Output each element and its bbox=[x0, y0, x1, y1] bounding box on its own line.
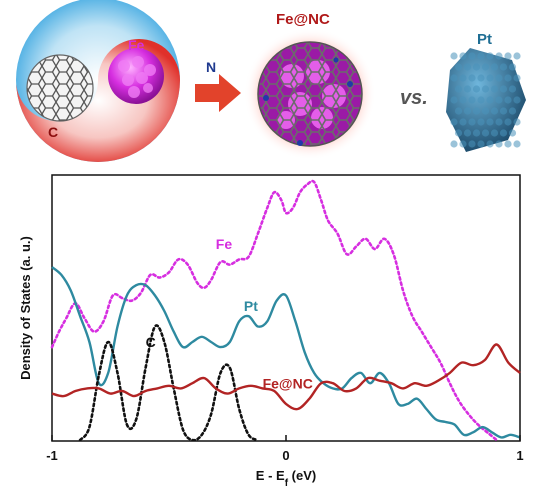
pt-particle: Pt bbox=[446, 31, 526, 152]
fe-nc-particle: Fe@NC bbox=[244, 11, 376, 160]
schematic-illustration: C Fe N Fe@NC vs. Pt bbox=[16, 0, 526, 162]
dos-chart: -1 0 1 Fe Pt C Fe@NC E - Ef (eV) Density of S… bbox=[18, 174, 524, 489]
series-label-fe: Fe bbox=[216, 236, 233, 252]
label-n: N bbox=[206, 59, 216, 75]
series-line-c bbox=[78, 324, 260, 442]
yinyang-diagram: C Fe bbox=[16, 0, 180, 162]
series-layer bbox=[50, 179, 521, 442]
label-c: C bbox=[48, 124, 58, 140]
series-line-fe-nc bbox=[51, 343, 521, 411]
series-label-c: C bbox=[146, 334, 156, 350]
annotation-layer: Fe Pt C Fe@NC bbox=[146, 236, 313, 391]
label-versus: vs. bbox=[400, 87, 428, 109]
y-axis-title: Density of States (a. u.) bbox=[18, 236, 33, 380]
x-tick-label: -1 bbox=[46, 448, 58, 463]
label-pt-top: Pt bbox=[477, 31, 492, 48]
label-fe-nc-top: Fe@NC bbox=[276, 11, 330, 28]
series-line-fe bbox=[50, 179, 498, 442]
tick-layer: -1 0 1 bbox=[46, 435, 524, 463]
label-fe-top: Fe bbox=[128, 37, 145, 53]
reaction-arrow: N bbox=[195, 59, 241, 112]
x-tick-label: 1 bbox=[516, 448, 523, 463]
series-label-pt: Pt bbox=[244, 298, 258, 314]
x-axis-title: E - Ef (eV) bbox=[256, 468, 316, 489]
series-line-pt bbox=[51, 266, 521, 439]
series-label-fe-nc: Fe@NC bbox=[263, 375, 313, 391]
x-tick-label: 0 bbox=[282, 448, 289, 463]
